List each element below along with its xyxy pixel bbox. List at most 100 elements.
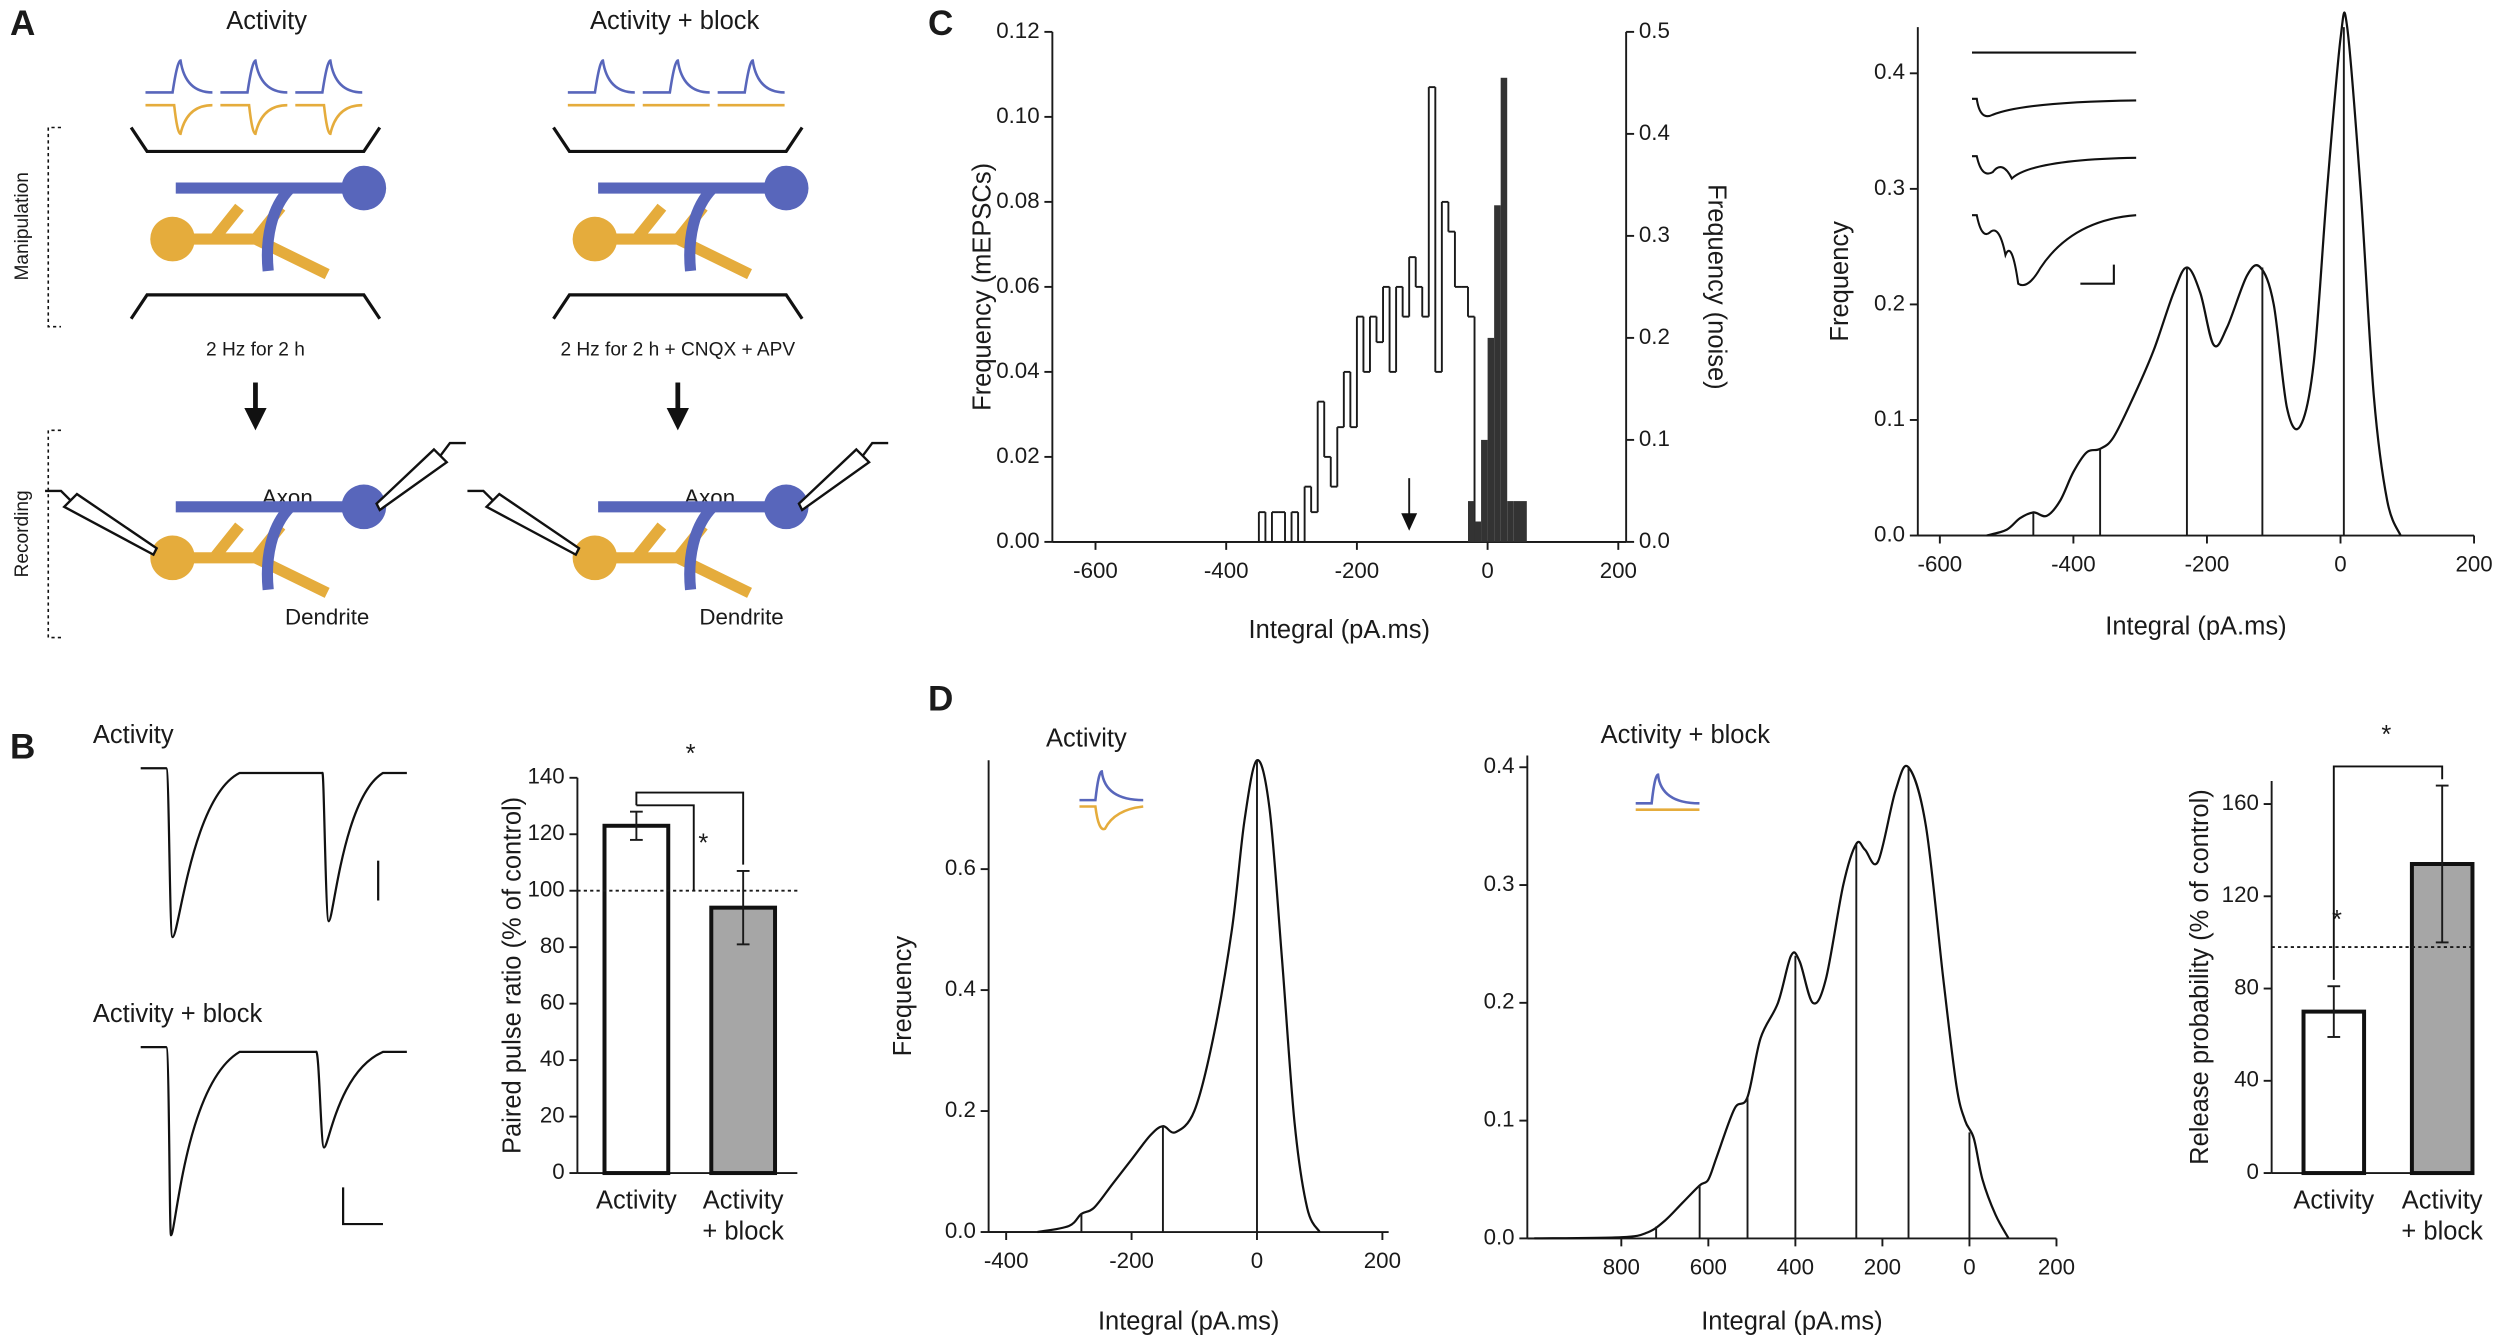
axon xyxy=(175,501,355,591)
y-axis-label: Frequency (mEPSCs) xyxy=(969,163,997,411)
y2-tick-label: 0.5 xyxy=(1639,18,1670,43)
soma xyxy=(150,216,195,262)
y-tick-label: 0.4 xyxy=(1484,753,1515,778)
spike-icon xyxy=(220,59,288,94)
marker-arrow-head xyxy=(1401,513,1418,531)
significance-star: * xyxy=(2381,721,2391,749)
x-tick-label: -400 xyxy=(2051,552,2096,577)
y-tick-label: 0.2 xyxy=(1484,989,1515,1014)
x-tick-label: 0 xyxy=(1963,1255,1975,1280)
trace xyxy=(140,1046,407,1237)
y-tick-label: 20 xyxy=(540,1102,565,1127)
y-tick-label: 120 xyxy=(2222,882,2259,907)
y-tick-label: 0.00 xyxy=(996,528,1039,553)
dendrite-label: Dendrite xyxy=(285,604,369,629)
inset-trace xyxy=(1972,97,2137,118)
x-tick-label: -600 xyxy=(1918,552,1963,577)
x-tick-label: 400 xyxy=(1777,1255,1814,1280)
text-line: Activity xyxy=(703,1186,784,1214)
y-tick-label: 0.04 xyxy=(996,358,1039,383)
text-line: + block xyxy=(2401,1217,2483,1245)
condition-label: 2 Hz for 2 h xyxy=(206,340,305,361)
significance-bracket xyxy=(636,804,695,891)
y-tick-label: 0.02 xyxy=(996,443,1039,468)
histogram-bar xyxy=(1500,77,1508,542)
y2-tick-label: 0.2 xyxy=(1639,324,1670,349)
x-tick-label: 200 xyxy=(1364,1248,1401,1273)
panel-label: D xyxy=(928,680,953,719)
y-tick-label: 40 xyxy=(2234,1067,2259,1092)
x-tick-label: 0 xyxy=(2334,552,2346,577)
arrow-head xyxy=(666,408,689,431)
y-axis-label: Paired pulse ratio (% of control) xyxy=(498,797,526,1154)
axon xyxy=(598,501,777,591)
histogram-bar xyxy=(1513,501,1527,542)
y2-tick-label: 0.3 xyxy=(1639,222,1670,247)
y-tick-label: 140 xyxy=(527,764,564,789)
x-tick-label: -200 xyxy=(1109,1248,1154,1273)
bracket-label: Manipulation xyxy=(12,172,33,280)
histogram-bar xyxy=(1487,337,1495,542)
x-axis-label: Integral (pA.ms) xyxy=(2105,613,2286,641)
y-tick-label: 80 xyxy=(2234,974,2259,999)
axon xyxy=(175,182,355,272)
diagram-title: Activity xyxy=(226,7,307,35)
y-tick-label: 0.0 xyxy=(1874,521,1905,546)
density-curve xyxy=(1534,764,2010,1240)
y-tick-label: 160 xyxy=(2222,790,2259,815)
y-axis-label: Frequency xyxy=(889,936,917,1057)
pipette xyxy=(484,492,581,557)
soma xyxy=(341,484,387,530)
significance-bracket xyxy=(2332,765,2444,980)
pipette-wire xyxy=(861,441,889,457)
dendrite-label: Dendrite xyxy=(699,604,783,629)
y-tick-label: 0.0 xyxy=(1484,1224,1515,1249)
x-tick-label: 800 xyxy=(1603,1255,1640,1280)
pipette xyxy=(375,447,449,512)
x-tick-label: 200 xyxy=(2038,1255,2075,1280)
bracket xyxy=(47,126,62,328)
y2-tick-label: 0.0 xyxy=(1639,528,1670,553)
scale-bar xyxy=(341,1187,383,1226)
bar xyxy=(2301,1009,2367,1176)
category-label: Activity xyxy=(596,1186,677,1214)
pipette xyxy=(797,447,871,512)
histogram-bar xyxy=(1467,501,1475,542)
text-line: Activity xyxy=(2402,1186,2483,1214)
chart-title: Activity + block xyxy=(1601,721,1771,749)
x-tick-label: 600 xyxy=(1690,1255,1727,1280)
trace xyxy=(140,767,407,939)
x-tick-label: 200 xyxy=(1864,1255,1901,1280)
chart-title: Activity xyxy=(1046,724,1127,752)
category-label: Activity + block xyxy=(702,1186,784,1245)
pipette-wire xyxy=(439,441,466,457)
histogram-bar xyxy=(1494,205,1501,542)
y-tick-label: 0.12 xyxy=(996,18,1039,43)
y-tick-label: 0 xyxy=(2246,1159,2258,1184)
y-tick-label: 0.10 xyxy=(996,103,1039,128)
histogram-bar xyxy=(1474,521,1482,542)
y-tick-label: 60 xyxy=(540,990,565,1015)
spike-icon xyxy=(642,59,710,94)
y-axis-label: Frequency xyxy=(1826,221,1854,342)
trace-label: Activity + block xyxy=(93,1000,263,1028)
significance-bracket xyxy=(635,791,745,865)
y-tick-label: 0.1 xyxy=(1874,406,1905,431)
y2-axis-label: Frequency (noise) xyxy=(1703,184,1731,390)
x-tick-label: 0 xyxy=(1251,1248,1263,1273)
y-tick-label: 0.4 xyxy=(945,976,976,1001)
spike-icon xyxy=(295,59,363,94)
y2-tick-label: 0.1 xyxy=(1639,426,1670,451)
x-tick-label: -400 xyxy=(1204,558,1249,583)
y-tick-label: 0.2 xyxy=(1874,290,1905,315)
y2-tick-label: 0.4 xyxy=(1639,120,1670,145)
y-axis-label: Release probability (% of control) xyxy=(2186,789,2214,1165)
x-tick-label: 0 xyxy=(1481,558,1493,583)
psc-icon xyxy=(220,103,288,136)
y-tick-label: 0.1 xyxy=(1484,1107,1515,1132)
y-tick-label: 0.0 xyxy=(945,1218,976,1243)
category-label: Activity xyxy=(2293,1186,2374,1214)
